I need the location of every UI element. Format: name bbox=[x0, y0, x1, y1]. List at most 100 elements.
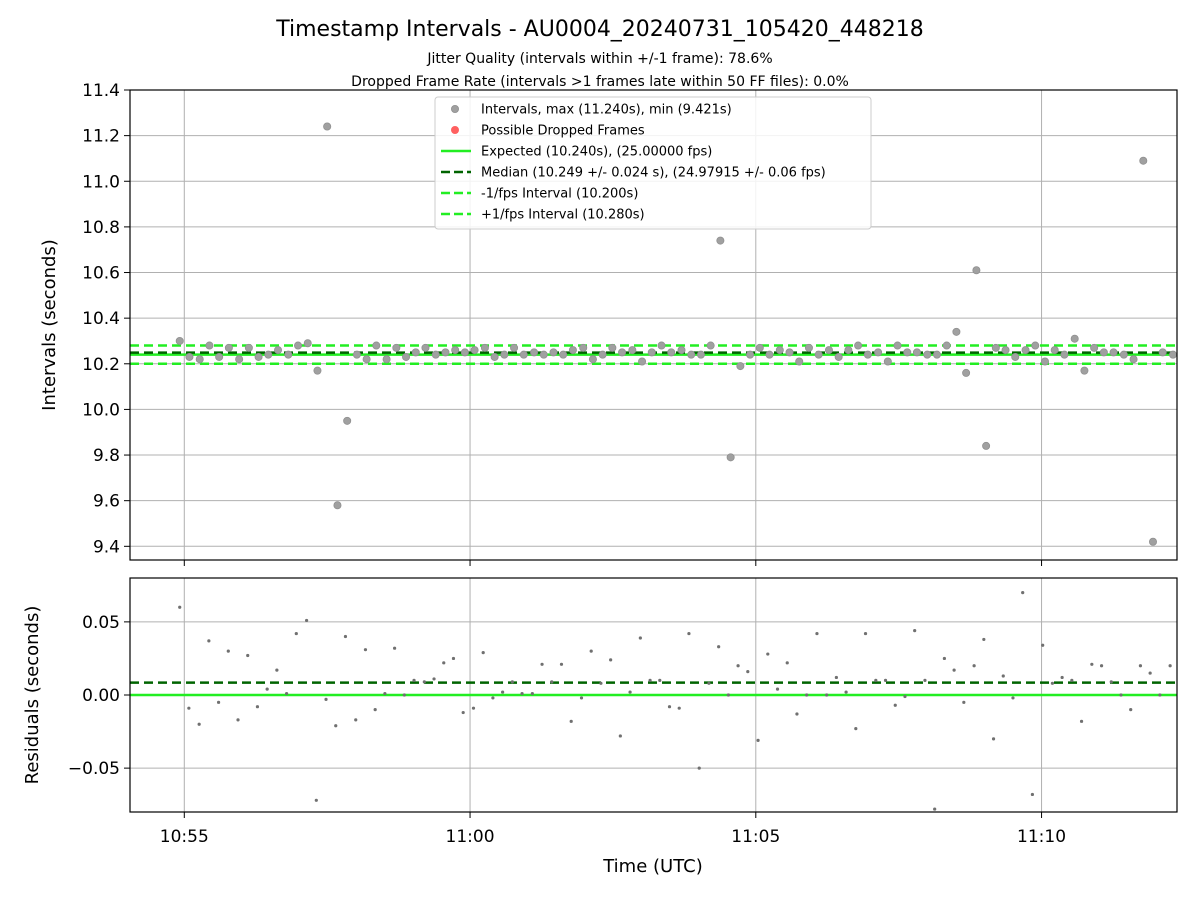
residuals-point bbox=[461, 710, 465, 715]
residuals-point bbox=[834, 675, 838, 680]
residuals-point bbox=[354, 718, 358, 722]
residuals-point bbox=[903, 694, 907, 699]
intervals-point bbox=[657, 341, 666, 350]
intervals-point bbox=[411, 348, 420, 357]
residuals-point bbox=[393, 646, 397, 650]
intervals-point bbox=[244, 343, 253, 352]
residuals-point bbox=[736, 664, 740, 668]
intervals-plot: 11.4 11.2 11.0 10.8 10.6 10.4 10.2 10.0 9.8 9.6 9.… bbox=[82, 81, 1178, 566]
residuals-point bbox=[991, 737, 996, 741]
intervals-point bbox=[706, 341, 715, 350]
intervals-point bbox=[608, 343, 617, 352]
intervals-point bbox=[1050, 346, 1059, 355]
residuals-point bbox=[844, 690, 848, 694]
intervals-point bbox=[352, 350, 361, 359]
residuals-point bbox=[1001, 674, 1005, 678]
intervals-point bbox=[628, 346, 637, 355]
intervals-point bbox=[579, 343, 588, 352]
residuals-point bbox=[451, 656, 456, 661]
residuals-point bbox=[756, 738, 760, 742]
intervals-point bbox=[775, 346, 784, 355]
intervals-y-axis-label: Intervals (seconds) bbox=[39, 239, 60, 411]
residuals-point bbox=[942, 656, 946, 661]
intervals-ytick-label: 11.4 bbox=[82, 81, 120, 101]
intervals-point bbox=[382, 355, 391, 364]
intervals-point bbox=[175, 336, 184, 345]
residuals-point bbox=[540, 662, 544, 666]
intervals-point bbox=[510, 343, 519, 352]
residuals-point bbox=[324, 697, 328, 701]
intervals-ytick-label: 10.8 bbox=[82, 218, 120, 238]
intervals-point bbox=[854, 341, 863, 350]
residuals-point bbox=[1041, 643, 1045, 647]
residuals-point bbox=[501, 690, 505, 694]
residuals-point bbox=[530, 691, 534, 696]
intervals-ytick-label: 10.4 bbox=[82, 309, 120, 329]
intervals-point bbox=[274, 346, 283, 355]
intervals-point bbox=[765, 350, 774, 359]
intervals-point bbox=[863, 350, 872, 359]
residuals-point bbox=[1079, 719, 1084, 723]
residuals-point bbox=[785, 661, 789, 665]
residuals-point bbox=[658, 678, 662, 682]
residuals-point bbox=[432, 677, 436, 681]
intervals-point bbox=[500, 350, 509, 359]
legend-box bbox=[434, 96, 872, 230]
legend-label: Expected (10.240s), (25.00000 fps) bbox=[481, 145, 712, 160]
intervals-point bbox=[195, 355, 204, 364]
intervals-point bbox=[264, 350, 273, 359]
intervals-point bbox=[460, 348, 469, 357]
intervals-ytick-label: 10.6 bbox=[82, 264, 120, 284]
chart-subtitle-dropped: Dropped Frame Rate (intervals >1 frames … bbox=[351, 74, 849, 90]
intervals-point bbox=[441, 348, 450, 357]
intervals-point bbox=[1060, 350, 1069, 359]
residuals-point bbox=[207, 639, 211, 643]
residuals-point bbox=[178, 605, 182, 609]
intervals-point bbox=[215, 352, 224, 361]
intervals-frame bbox=[129, 89, 1178, 561]
residuals-point bbox=[216, 700, 221, 704]
residuals-point bbox=[255, 705, 260, 709]
residuals-point bbox=[579, 696, 584, 700]
x-tick-label: 11:00 bbox=[446, 827, 495, 847]
residuals-point bbox=[677, 706, 681, 710]
residuals-point bbox=[471, 706, 476, 710]
intervals-point bbox=[431, 350, 440, 359]
residuals-point bbox=[510, 680, 514, 684]
residuals-point bbox=[569, 719, 573, 723]
x-tick-label: 11:05 bbox=[731, 827, 780, 847]
intervals-point bbox=[795, 357, 804, 366]
residuals-point bbox=[775, 687, 780, 691]
intervals-point bbox=[1129, 355, 1138, 364]
residuals-point bbox=[402, 693, 406, 697]
residuals-point bbox=[343, 634, 348, 639]
intervals-point bbox=[736, 362, 745, 371]
intervals-point bbox=[1139, 156, 1148, 165]
legend-label: -1/fps Interval (10.200s) bbox=[481, 187, 638, 202]
residuals-point bbox=[1168, 664, 1172, 668]
residuals-point bbox=[726, 693, 730, 697]
residuals-point bbox=[373, 708, 377, 712]
intervals-point bbox=[618, 348, 627, 357]
intervals-point bbox=[755, 343, 764, 352]
residuals-point bbox=[863, 631, 868, 636]
intervals-point bbox=[942, 341, 951, 350]
intervals-point bbox=[392, 343, 401, 352]
intervals-point bbox=[1031, 341, 1040, 350]
intervals-point bbox=[1001, 346, 1010, 355]
intervals-point bbox=[362, 355, 371, 364]
intervals-point bbox=[696, 350, 705, 359]
legend-label: +1/fps Interval (10.280s) bbox=[481, 208, 645, 223]
residuals-point bbox=[491, 696, 495, 700]
intervals-point bbox=[549, 348, 558, 357]
residuals-point bbox=[1129, 708, 1133, 712]
intervals-point bbox=[333, 501, 342, 510]
x-axis-label: Time (UTC) bbox=[602, 856, 703, 877]
intervals-point bbox=[952, 327, 961, 336]
intervals-point bbox=[874, 348, 883, 357]
intervals-point bbox=[932, 350, 941, 359]
intervals-point bbox=[490, 352, 499, 361]
residuals-point bbox=[1090, 662, 1094, 666]
intervals-point bbox=[568, 346, 577, 355]
